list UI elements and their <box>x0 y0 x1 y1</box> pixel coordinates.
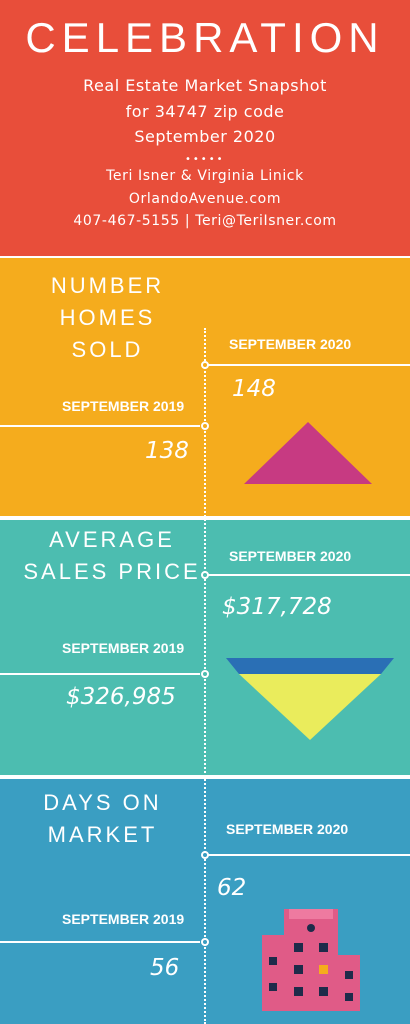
divider-dots: ••••• <box>185 154 225 165</box>
current-period-label: SEPTEMBER 2020 <box>229 548 352 564</box>
timeline-node <box>201 422 209 430</box>
section-title: AVERAGE SALES PRICE <box>22 524 202 588</box>
previous-value: 138 <box>145 438 189 464</box>
previous-line <box>0 941 200 943</box>
subtitle-line-2: for 34747 zip code <box>125 102 285 121</box>
building-icon <box>262 909 360 1011</box>
section-title: DAYS ON MARKET <box>20 787 185 851</box>
previous-period-label: SEPTEMBER 2019 <box>62 640 185 656</box>
section-title: NUMBER HOMES SOLD <box>20 270 195 366</box>
section-title-line-1: AVERAGE <box>49 527 175 552</box>
current-line <box>208 364 410 366</box>
current-line <box>208 854 410 856</box>
previous-period-label: SEPTEMBER 2019 <box>62 398 185 414</box>
section-title-line-2: HOMES SOLD <box>59 305 156 362</box>
timeline-node <box>201 851 209 859</box>
current-value: 148 <box>232 376 276 402</box>
timeline-node <box>201 670 209 678</box>
section-title-line-2: SALES PRICE <box>23 559 201 584</box>
previous-value: $326,985 <box>66 684 176 710</box>
current-value: $317,728 <box>222 594 332 620</box>
current-value: 62 <box>217 875 247 901</box>
triangle-down-icon <box>226 658 394 740</box>
section-title-line-1: DAYS ON <box>43 790 162 815</box>
timeline-node <box>201 361 209 369</box>
page-title: CELEBRATION <box>25 14 385 61</box>
section-title-line-1: NUMBER <box>50 273 165 298</box>
subtitle-line-1: Real Estate Market Snapshot <box>83 76 327 95</box>
previous-line <box>0 673 200 675</box>
website-link[interactable]: OrlandoAvenue.com <box>128 191 282 207</box>
phone-email[interactable]: 407-467-5155 | Teri@TeriIsner.com <box>73 213 337 229</box>
header-banner: CELEBRATION Real Estate Market Snapshot … <box>0 0 410 256</box>
previous-period-label: SEPTEMBER 2019 <box>62 911 185 927</box>
agent-names: Teri Isner & Virginia Linick <box>106 168 304 184</box>
previous-value: 56 <box>150 955 180 981</box>
section-title-line-2: MARKET <box>47 822 158 847</box>
current-period-label: SEPTEMBER 2020 <box>229 336 352 352</box>
current-line <box>208 574 410 576</box>
triangle-up-icon <box>244 422 372 484</box>
subtitle-line-3: September 2020 <box>134 127 276 146</box>
current-period-label: SEPTEMBER 2020 <box>226 821 349 837</box>
timeline-node <box>201 571 209 579</box>
timeline-node <box>201 938 209 946</box>
previous-line <box>0 425 200 427</box>
